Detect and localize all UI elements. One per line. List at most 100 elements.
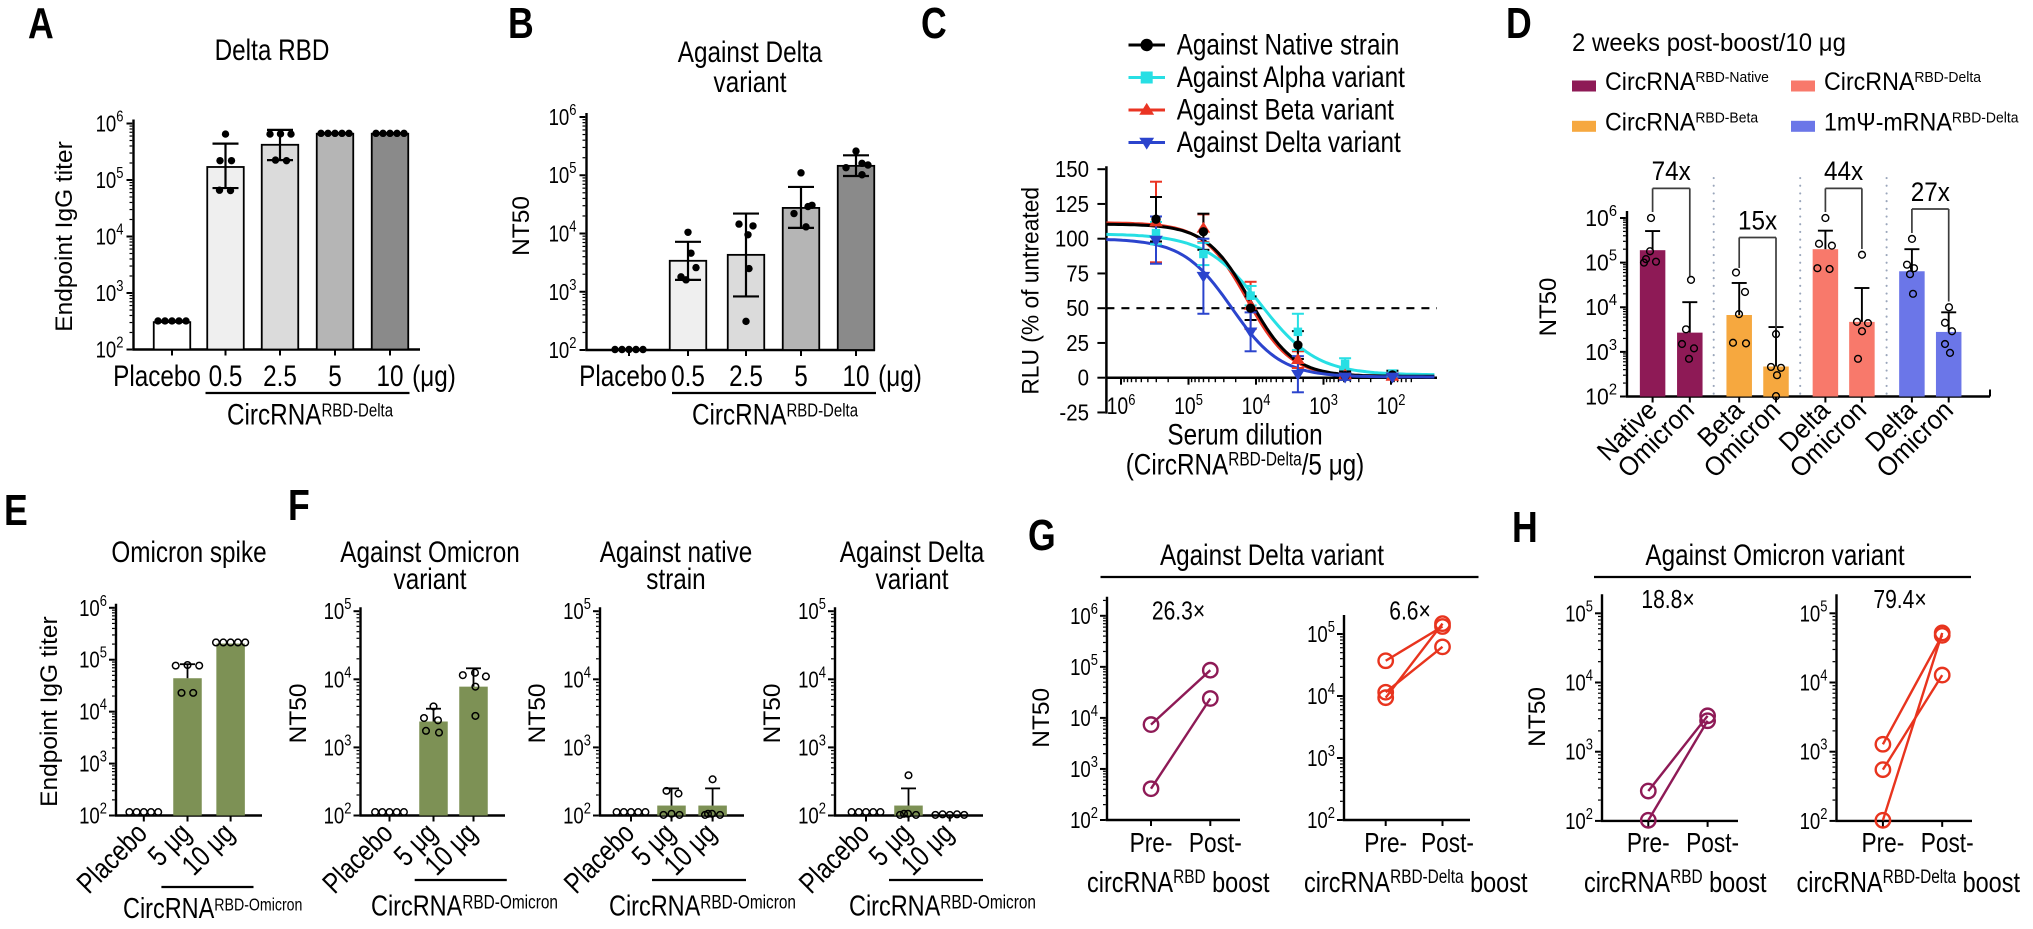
svg-text:RLU (% of untreated: RLU (% of untreated xyxy=(1017,187,1044,395)
svg-text:5: 5 xyxy=(794,359,808,393)
svg-text:variant: variant xyxy=(876,562,949,596)
svg-text:circRNARBD boost: circRNARBD boost xyxy=(1584,865,1767,898)
svg-text:103: 103 xyxy=(324,732,352,761)
svg-text:27x: 27x xyxy=(1911,178,1950,207)
svg-text:Against Omicron variant: Against Omicron variant xyxy=(1645,538,1905,572)
svg-text:104: 104 xyxy=(1565,667,1593,696)
svg-text:104: 104 xyxy=(1070,703,1098,732)
svg-text:104: 104 xyxy=(798,664,826,693)
svg-text:103: 103 xyxy=(1070,754,1098,783)
svg-text:102: 102 xyxy=(324,800,352,829)
svg-text:0.5: 0.5 xyxy=(671,359,705,393)
svg-text:2 weeks post-boost/10 μg: 2 weeks post-boost/10 μg xyxy=(1572,29,1846,57)
svg-text:Post-: Post- xyxy=(1686,828,1739,859)
svg-text:79.4×: 79.4× xyxy=(1873,586,1926,615)
svg-text:Pre-: Pre- xyxy=(1627,828,1670,859)
svg-text:Placebo: Placebo xyxy=(579,359,667,393)
svg-text:Against Delta variant: Against Delta variant xyxy=(1160,538,1384,572)
svg-text:C: C xyxy=(921,0,947,48)
svg-text:(μg): (μg) xyxy=(412,359,456,393)
svg-text:Post-: Post- xyxy=(1189,828,1242,859)
svg-text:Endpoint IgG titer: Endpoint IgG titer xyxy=(36,616,63,806)
svg-text:5: 5 xyxy=(328,359,342,393)
svg-text:105: 105 xyxy=(563,596,591,625)
svg-text:103: 103 xyxy=(563,732,591,761)
svg-text:105: 105 xyxy=(96,165,124,194)
svg-text:102: 102 xyxy=(798,800,826,829)
svg-text:102: 102 xyxy=(549,335,577,364)
svg-text:103: 103 xyxy=(96,278,124,307)
svg-text:Delta RBD: Delta RBD xyxy=(215,33,330,67)
svg-text:E: E xyxy=(4,487,28,535)
svg-text:44x: 44x xyxy=(1824,157,1863,186)
svg-text:CircRNARBD-Omicron: CircRNARBD-Omicron xyxy=(371,889,558,922)
svg-text:Pre-: Pre- xyxy=(1364,828,1407,859)
svg-text:105: 105 xyxy=(1174,392,1203,420)
svg-text:104: 104 xyxy=(1585,292,1617,321)
svg-text:Endpoint IgG titer: Endpoint IgG titer xyxy=(51,141,78,331)
svg-text:102: 102 xyxy=(563,800,591,829)
svg-text:104: 104 xyxy=(79,696,107,725)
svg-text:NT50: NT50 xyxy=(759,683,786,743)
svg-text:105: 105 xyxy=(79,645,107,674)
svg-text:102: 102 xyxy=(1585,381,1617,410)
svg-text:Omicron spike: Omicron spike xyxy=(111,535,266,569)
svg-text:2.5: 2.5 xyxy=(729,359,763,393)
svg-text:10: 10 xyxy=(842,359,869,393)
svg-text:Placebo: Placebo xyxy=(113,359,201,393)
svg-text:circRNARBD-Delta boost: circRNARBD-Delta boost xyxy=(1304,865,1528,898)
svg-text:105: 105 xyxy=(1070,652,1098,681)
svg-text:circRNARBD-Delta boost: circRNARBD-Delta boost xyxy=(1797,865,2021,898)
svg-text:25: 25 xyxy=(1066,330,1089,356)
svg-text:102: 102 xyxy=(1565,806,1593,835)
svg-text:102: 102 xyxy=(1070,805,1098,834)
svg-text:75: 75 xyxy=(1066,260,1089,286)
svg-text:104: 104 xyxy=(1307,681,1335,710)
svg-text:Against Delta: Against Delta xyxy=(840,535,985,569)
svg-text:74x: 74x xyxy=(1652,157,1691,186)
svg-text:105: 105 xyxy=(1585,247,1617,276)
svg-text:18.8×: 18.8× xyxy=(1641,586,1694,615)
svg-text:0: 0 xyxy=(1078,365,1089,391)
svg-text:50: 50 xyxy=(1066,295,1089,321)
svg-text:CircRNARBD-Delta: CircRNARBD-Delta xyxy=(1824,68,1982,96)
svg-text:circRNARBD boost: circRNARBD boost xyxy=(1087,865,1270,898)
svg-text:100: 100 xyxy=(1055,226,1089,252)
svg-text:105: 105 xyxy=(1565,598,1593,627)
svg-text:103: 103 xyxy=(798,732,826,761)
svg-text:A: A xyxy=(28,0,54,48)
svg-text:104: 104 xyxy=(549,218,577,247)
svg-text:0.5: 0.5 xyxy=(209,359,243,393)
svg-text:106: 106 xyxy=(1107,392,1136,420)
svg-text:Pre-: Pre- xyxy=(1861,828,1904,859)
svg-text:106: 106 xyxy=(1585,202,1617,231)
svg-text:10: 10 xyxy=(376,359,403,393)
svg-text:CircRNARBD-Delta: CircRNARBD-Delta xyxy=(692,397,859,431)
svg-text:CircRNARBD-Omicron: CircRNARBD-Omicron xyxy=(849,889,1036,922)
svg-text:Post-: Post- xyxy=(1421,828,1474,859)
svg-text:102: 102 xyxy=(1800,806,1828,835)
svg-text:NT50: NT50 xyxy=(1535,278,1562,337)
svg-text:103: 103 xyxy=(1565,737,1593,766)
svg-text:Against Beta variant: Against Beta variant xyxy=(1177,92,1395,126)
svg-text:106: 106 xyxy=(549,102,577,131)
svg-text:variant: variant xyxy=(394,562,467,596)
svg-text:D: D xyxy=(1506,0,1532,48)
svg-text:F: F xyxy=(288,482,310,530)
svg-text:104: 104 xyxy=(96,221,124,250)
svg-text:105: 105 xyxy=(324,596,352,625)
svg-text:B: B xyxy=(508,0,534,48)
svg-text:106: 106 xyxy=(1070,601,1098,630)
svg-text:NT50: NT50 xyxy=(1028,688,1055,748)
svg-text:6.6×: 6.6× xyxy=(1389,598,1431,627)
svg-text:26.3×: 26.3× xyxy=(1152,598,1205,627)
svg-text:CircRNARBD-Omicron: CircRNARBD-Omicron xyxy=(609,889,796,922)
svg-text:103: 103 xyxy=(79,748,107,777)
svg-text:Against Alpha variant: Against Alpha variant xyxy=(1177,60,1406,94)
svg-text:150: 150 xyxy=(1055,156,1089,182)
svg-text:103: 103 xyxy=(1585,336,1617,365)
svg-text:Against Native strain: Against Native strain xyxy=(1177,27,1400,61)
svg-text:102: 102 xyxy=(79,800,107,829)
svg-text:105: 105 xyxy=(1800,598,1828,627)
svg-text:104: 104 xyxy=(324,664,352,693)
